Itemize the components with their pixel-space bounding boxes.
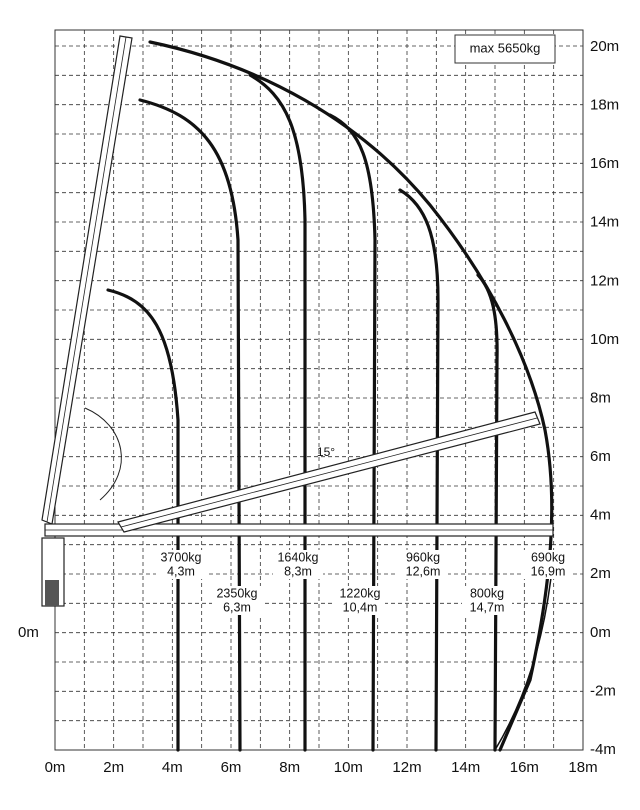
load-curve [248,73,307,752]
load-curve [476,273,499,752]
max-box [454,34,556,64]
load-weight: 690kg [531,550,565,564]
limit-line [494,559,554,751]
y-axis-label: 14m [590,214,619,231]
x-axis-label: 14m [451,759,480,776]
y-axis-label: 2m [590,565,611,582]
load-curve [398,188,440,752]
load-curve [328,113,377,752]
crane-column [45,580,59,606]
label-bg [398,550,448,579]
y-axis-label: 16m [590,155,619,172]
x-axis-label: 2m [103,759,124,776]
x-axis-label: 18m [568,759,597,776]
load-curve [138,98,242,752]
label-bg [156,550,206,579]
load-radius: 10,4m [343,600,378,614]
boom-line [46,36,127,523]
label-bg [273,550,323,579]
x-axis-label: 4m [162,759,183,776]
load-radius: 14,7m [470,600,505,614]
y-axis-label: 20m [590,38,619,55]
load-weight: 1220kg [339,586,380,600]
y-axis-label: 10m [590,331,619,348]
frame [54,29,584,751]
labels: 0m 2m 4m 6m 8m 10m 12m 14m 16m 18m 20m 18m 16m 14m 12m… [45,38,620,776]
slew-arc [84,407,122,501]
label-bg [212,586,262,615]
boom-angled [117,411,541,533]
load-weight: 1640kg [277,550,318,564]
x-axis-label: 10m [334,759,363,776]
load-weight: 2350kg [216,586,257,600]
load-weight: 960kg [406,550,440,564]
x-axis-label: 12m [392,759,421,776]
x-axis-label: 16m [510,759,539,776]
label-bg [462,586,512,615]
load-radius: 8,3m [284,564,312,578]
x-axis-label: 0m [45,759,66,776]
load-curve [106,288,180,752]
envelope [148,40,554,752]
load-radius: 6,3m [223,600,251,614]
y-axis-label: 18m [590,97,619,114]
x-axis-label: 8m [279,759,300,776]
load-weight: 3700kg [160,550,201,564]
load-radius: 4,3m [167,564,195,578]
y-axis-label: -4m [590,741,616,758]
y-axis-label: 8m [590,389,611,406]
x-axis-label: 6m [221,759,242,776]
angle-label: 15° [317,445,335,459]
grid [55,30,583,750]
label-bg [335,586,385,615]
max-label: max 5650kg [470,40,541,55]
y-axis-label: 0m [590,624,611,641]
y-axis-label: -2m [590,682,616,699]
y-axis-label: 4m [590,507,611,524]
load-weight: 800kg [470,586,504,600]
y-axis-label: 12m [590,272,619,289]
left-label: 0m [18,624,39,641]
load-radius: 16,9m [531,564,566,578]
label-bg [523,550,573,579]
y-axis-label: 6m [590,448,611,465]
load-radius: 12,6m [406,564,441,578]
boom-vertical [41,35,133,525]
boom-line [120,417,538,528]
